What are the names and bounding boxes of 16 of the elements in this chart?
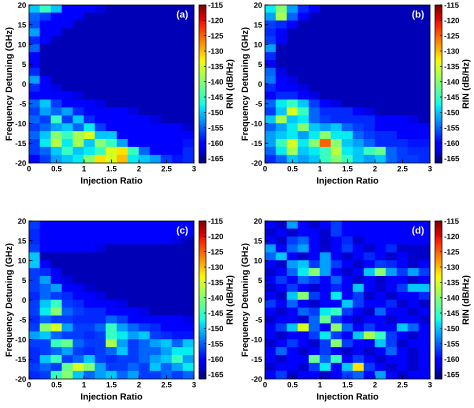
color-bar-title: RIN (dB/Hz) xyxy=(462,276,471,324)
annotation: (c) xyxy=(176,226,188,236)
annotation: (d) xyxy=(412,226,424,236)
x-axis-title: Injection Ratio xyxy=(81,177,142,186)
x-axis-title: Injection Ratio xyxy=(81,393,142,402)
y-axis-title: Frequency Detuning (GHz) xyxy=(5,244,14,356)
y-axis-title: Frequency Detuning (GHz) xyxy=(241,244,250,356)
annotation: (b) xyxy=(412,10,424,20)
y-axis-title: Frequency Detuning (GHz) xyxy=(5,28,14,140)
color-bar-title: RIN (dB/Hz) xyxy=(226,60,235,108)
x-axis-title: Injection Ratio xyxy=(317,177,378,186)
color-bar-title: RIN (dB/Hz) xyxy=(462,60,471,108)
color-bar-title: RIN (dB/Hz) xyxy=(226,276,235,324)
y-axis-title: Frequency Detuning (GHz) xyxy=(241,28,250,140)
annotation: (a) xyxy=(176,10,188,20)
x-axis-title: Injection Ratio xyxy=(317,393,378,402)
